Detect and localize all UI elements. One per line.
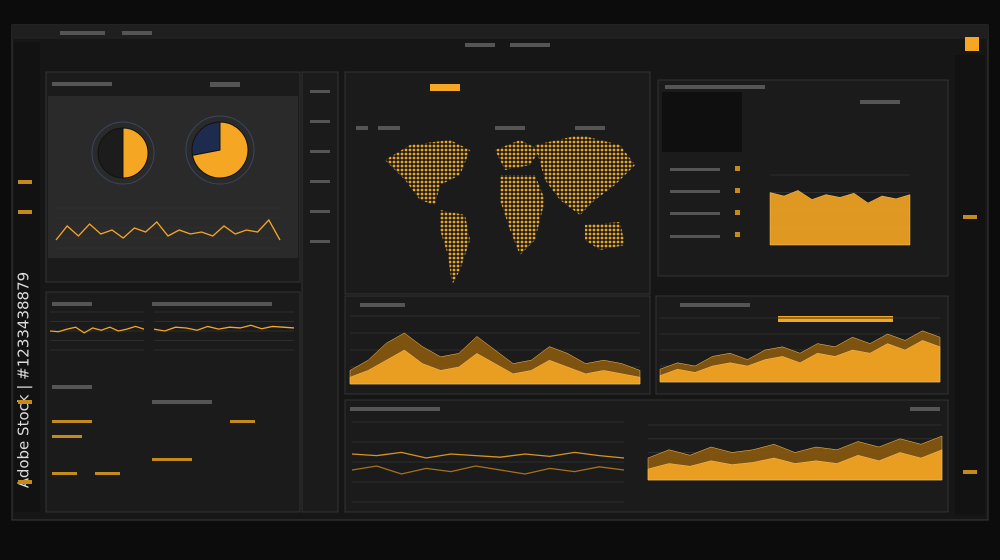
pie-slice xyxy=(97,127,124,179)
pie-ring xyxy=(185,115,255,185)
top-bar xyxy=(12,25,988,39)
pie-ring xyxy=(91,121,155,185)
area xyxy=(349,349,641,385)
line xyxy=(49,325,145,334)
pie-slice xyxy=(191,121,221,156)
line xyxy=(153,324,295,332)
line xyxy=(351,465,625,475)
area xyxy=(647,449,943,481)
tab-active[interactable] xyxy=(430,84,460,91)
area xyxy=(659,340,941,383)
popup xyxy=(662,92,742,152)
side-label: Adobe Stock | #1233438879 xyxy=(15,272,33,488)
menu-icon[interactable] xyxy=(965,37,979,51)
area xyxy=(769,190,911,246)
panel xyxy=(301,71,339,513)
left-sidebar xyxy=(14,42,40,512)
line xyxy=(351,451,625,459)
right-sidebar xyxy=(955,55,985,515)
line xyxy=(55,218,281,241)
placeholder-text xyxy=(18,31,977,484)
highlight-bar xyxy=(778,316,893,322)
pie-slice xyxy=(122,127,149,179)
world-map xyxy=(385,135,635,285)
panel-inner xyxy=(48,96,298,258)
